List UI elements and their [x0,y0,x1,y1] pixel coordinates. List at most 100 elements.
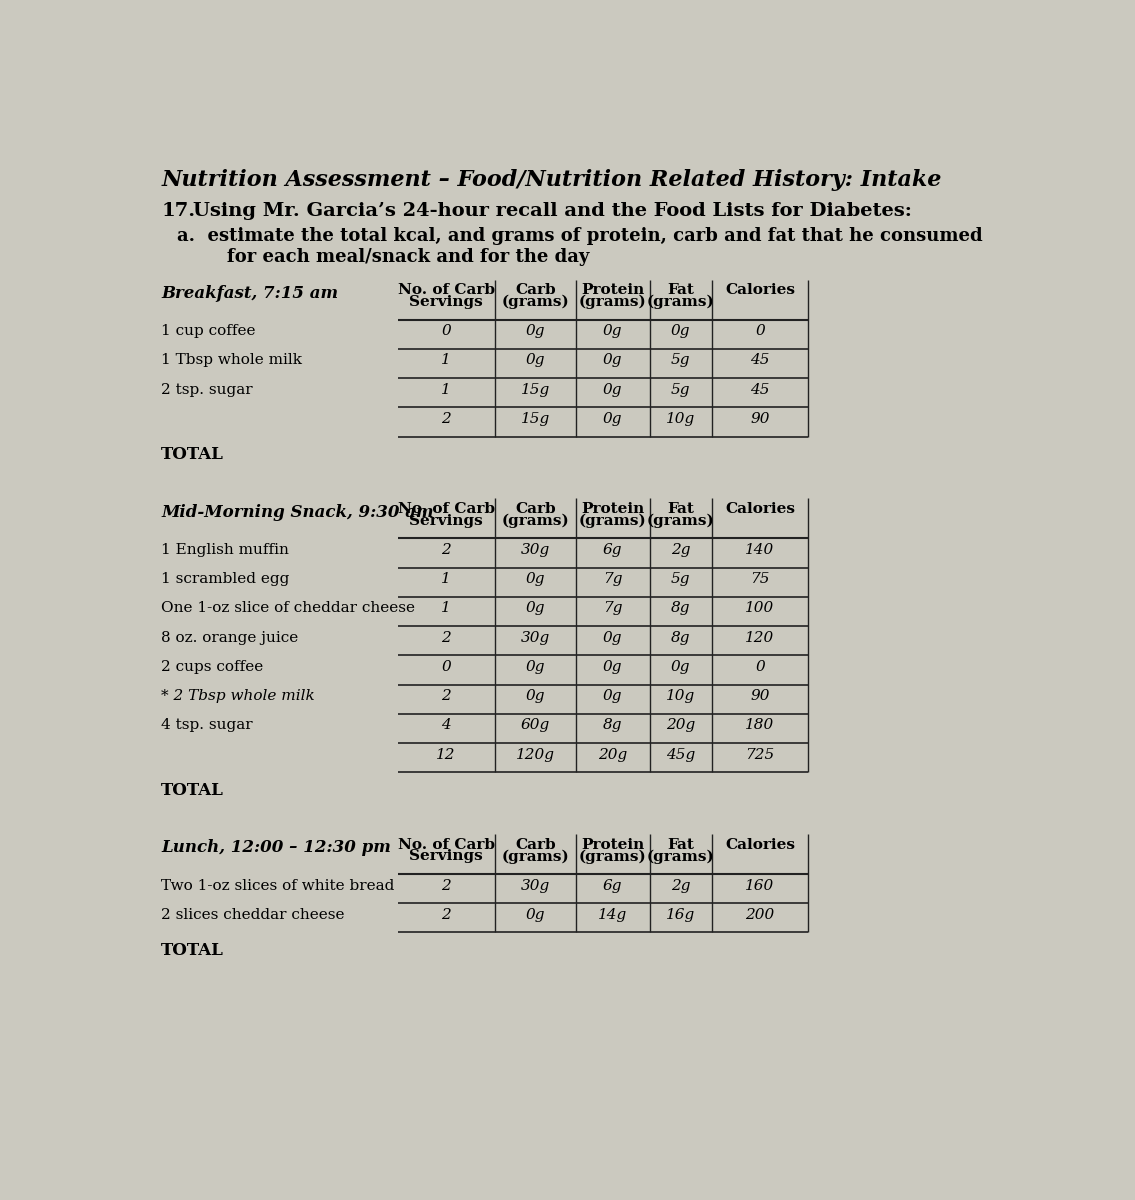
Text: (grams): (grams) [502,514,569,528]
Text: Protein: Protein [581,502,645,516]
Text: 725: 725 [746,748,774,762]
Text: 1 English muffin: 1 English muffin [161,542,289,557]
Text: 16g: 16g [666,908,695,922]
Text: 60g: 60g [521,719,549,732]
Text: 2 slices cheddar cheese: 2 slices cheddar cheese [161,908,345,922]
Text: 10g: 10g [666,689,695,703]
Text: 90: 90 [750,412,770,426]
Text: 4: 4 [442,719,451,732]
Text: * 2 Tbsp whole milk: * 2 Tbsp whole milk [161,689,316,703]
Text: 0g: 0g [603,354,622,367]
Text: 2: 2 [442,542,451,557]
Text: Carb: Carb [515,502,555,516]
Text: 30g: 30g [521,542,549,557]
Text: 100: 100 [746,601,774,616]
Text: Using Mr. Garcia’s 24-hour recall and the Food Lists for Diabetes:: Using Mr. Garcia’s 24-hour recall and th… [193,202,911,220]
Text: 15g: 15g [521,412,549,426]
Text: (grams): (grams) [647,514,714,528]
Text: Servings: Servings [410,295,482,308]
Text: Fat: Fat [667,838,693,852]
Text: 2: 2 [442,689,451,703]
Text: Lunch, 12:00 – 12:30 pm: Lunch, 12:00 – 12:30 pm [161,839,392,857]
Text: 1 cup coffee: 1 cup coffee [161,324,255,338]
Text: 2g: 2g [671,542,690,557]
Text: 0g: 0g [526,660,545,674]
Text: 8g: 8g [671,601,690,616]
Text: 5g: 5g [671,383,690,397]
Text: Breakfast, 7:15 am: Breakfast, 7:15 am [161,284,338,302]
Text: 200: 200 [746,908,774,922]
Text: 2 cups coffee: 2 cups coffee [161,660,263,674]
Text: 1 Tbsp whole milk: 1 Tbsp whole milk [161,354,302,367]
Text: TOTAL: TOTAL [161,942,224,959]
Text: 1: 1 [442,572,451,586]
Text: (grams): (grams) [579,514,647,528]
Text: 0: 0 [755,324,765,338]
Text: 5g: 5g [671,572,690,586]
Text: 120g: 120g [515,748,555,762]
Text: Calories: Calories [725,838,794,852]
Text: 10g: 10g [666,412,695,426]
Text: (grams): (grams) [502,295,569,310]
Text: Nutrition Assessment – Food/Nutrition Related History: Intake: Nutrition Assessment – Food/Nutrition Re… [161,169,942,191]
Text: 75: 75 [750,572,770,586]
Text: 1: 1 [442,601,451,616]
Text: 0g: 0g [603,631,622,644]
Text: 30g: 30g [521,631,549,644]
Text: for each meal/snack and for the day: for each meal/snack and for the day [177,248,589,266]
Text: (grams): (grams) [647,295,714,310]
Text: 20g: 20g [666,719,695,732]
Text: No. of Carb: No. of Carb [397,502,495,516]
Text: 1: 1 [442,354,451,367]
Text: 30g: 30g [521,878,549,893]
Text: 0: 0 [755,660,765,674]
Text: 0g: 0g [526,354,545,367]
Text: 90: 90 [750,689,770,703]
Text: One 1-oz slice of cheddar cheese: One 1-oz slice of cheddar cheese [161,601,415,616]
Text: 0g: 0g [671,660,690,674]
Text: (grams): (grams) [647,850,714,864]
Text: 0g: 0g [671,324,690,338]
Text: Protein: Protein [581,838,645,852]
Text: 14g: 14g [598,908,628,922]
Text: 1 scrambled egg: 1 scrambled egg [161,572,289,586]
Text: 140: 140 [746,542,774,557]
Text: No. of Carb: No. of Carb [397,283,495,298]
Text: 2: 2 [442,878,451,893]
Text: 45g: 45g [666,748,695,762]
Text: Carb: Carb [515,838,555,852]
Text: 2 tsp. sugar: 2 tsp. sugar [161,383,253,397]
Text: 8g: 8g [671,631,690,644]
Text: 0g: 0g [603,689,622,703]
Text: 0g: 0g [603,412,622,426]
Text: Fat: Fat [667,502,693,516]
Text: TOTAL: TOTAL [161,446,224,463]
Text: 8 oz. orange juice: 8 oz. orange juice [161,631,299,644]
Text: 0: 0 [442,660,451,674]
Text: 2g: 2g [671,878,690,893]
Text: 12: 12 [436,748,456,762]
Text: Fat: Fat [667,283,693,298]
Text: TOTAL: TOTAL [161,781,224,798]
Text: Calories: Calories [725,502,794,516]
Text: 2: 2 [442,631,451,644]
Text: 45: 45 [750,354,770,367]
Text: (grams): (grams) [579,295,647,310]
Text: 0g: 0g [526,572,545,586]
Text: 2: 2 [442,412,451,426]
Text: (grams): (grams) [579,850,647,864]
Text: 160: 160 [746,878,774,893]
Text: 8g: 8g [603,719,622,732]
Text: 0g: 0g [526,601,545,616]
Text: 0g: 0g [603,660,622,674]
Text: 0g: 0g [526,689,545,703]
Text: Protein: Protein [581,283,645,298]
Text: No. of Carb: No. of Carb [397,838,495,852]
Text: 2: 2 [442,908,451,922]
Text: 5g: 5g [671,354,690,367]
Text: 0g: 0g [603,324,622,338]
Text: 15g: 15g [521,383,549,397]
Text: 45: 45 [750,383,770,397]
Text: Mid-Morning Snack, 9:30 am: Mid-Morning Snack, 9:30 am [161,504,434,521]
Text: 0g: 0g [526,908,545,922]
